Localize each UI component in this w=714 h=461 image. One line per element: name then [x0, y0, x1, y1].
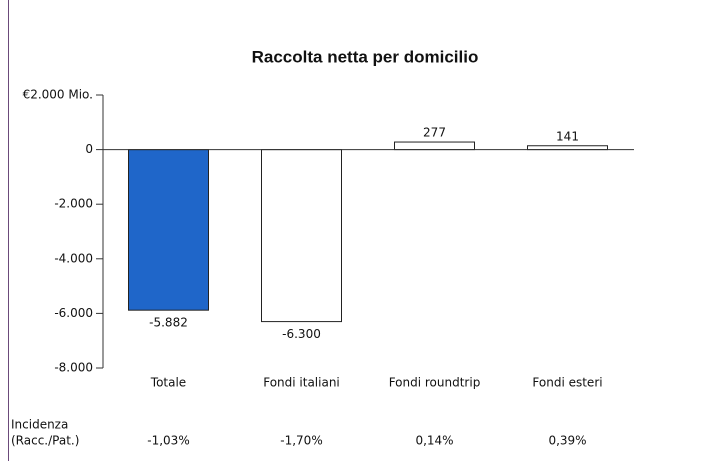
bar — [261, 149, 342, 323]
y-tick-label: -6.000 — [54, 306, 93, 320]
bar — [394, 141, 475, 151]
data-label: -6.300 — [282, 327, 321, 341]
x-tick-label: Fondi esteri — [532, 376, 602, 390]
y-tick-label: -4.000 — [54, 251, 93, 265]
data-label: 141 — [556, 129, 579, 143]
incidence-value: 0,39% — [548, 434, 586, 448]
incidence-value: 0,14% — [415, 434, 453, 448]
data-label: -5.882 — [149, 316, 188, 330]
y-tick-label: -8.000 — [54, 361, 93, 375]
chart-title: Raccolta netta per domicilio — [252, 47, 479, 66]
y-tick-label: 0 — [85, 142, 93, 156]
x-tick-label: Fondi roundtrip — [389, 376, 481, 390]
bar — [128, 149, 209, 311]
data-label: 277 — [423, 126, 446, 140]
incidence-label: Incidenza — [11, 418, 68, 432]
x-tick-label: Totale — [150, 376, 186, 390]
incidence-label: (Racc./Pat.) — [11, 434, 79, 448]
y-tick-label: -2.000 — [54, 197, 93, 211]
y-tick-label: €2.000 Mio. — [23, 88, 93, 102]
bar — [527, 145, 608, 151]
x-tick-label: Fondi italiani — [263, 376, 340, 390]
incidence-value: -1,03% — [147, 434, 189, 448]
incidence-value: -1,70% — [280, 434, 322, 448]
